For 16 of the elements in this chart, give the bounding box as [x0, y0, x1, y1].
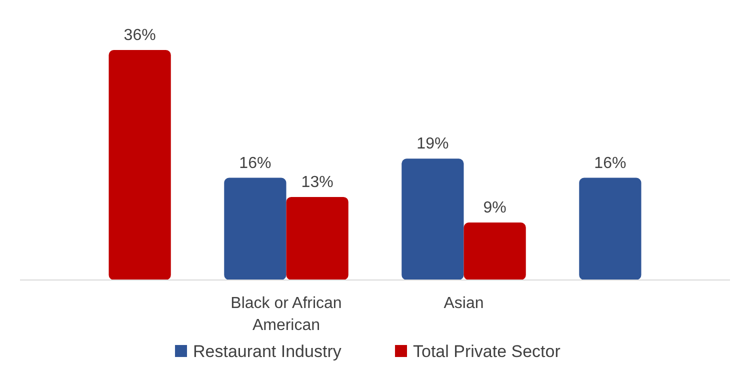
bar [286, 196, 348, 280]
data-label: 16% [594, 154, 626, 172]
x-tick-label: Black or African American [230, 295, 342, 334]
x-tick-label: Asian [444, 295, 484, 312]
bar [402, 158, 464, 280]
data-label: 9% [483, 200, 506, 216]
data-label: 16% [239, 154, 272, 172]
bar [224, 178, 286, 280]
bar [108, 50, 171, 280]
legend-label: Restaurant Industry [193, 342, 342, 361]
data-label: 19% [416, 136, 449, 153]
bar [579, 178, 642, 280]
data-label: 36% [124, 27, 156, 44]
bar [464, 222, 526, 280]
data-label: 13% [301, 174, 334, 191]
legend-label: Total Private Sector [413, 342, 561, 361]
